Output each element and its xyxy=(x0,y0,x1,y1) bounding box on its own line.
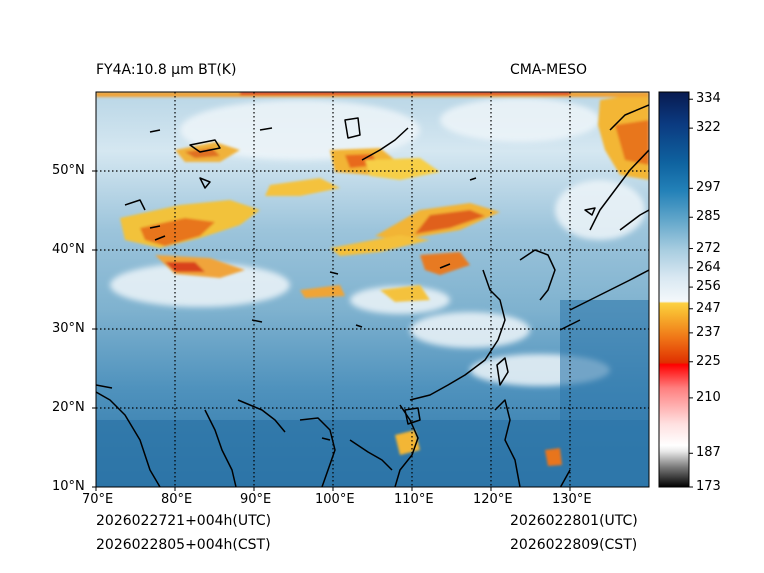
lat-tick-label: 50°N xyxy=(52,163,85,178)
colorbar-tick-label: 256 xyxy=(696,279,721,295)
init-time-utc: 2026022721+004h(UTC) xyxy=(96,513,272,529)
valid-time-cst: 2026022809(CST) xyxy=(510,537,638,553)
colorbar-tick-label: 297 xyxy=(696,180,721,196)
lon-tick-label: 120°E xyxy=(473,492,513,507)
lat-tick-label: 20°N xyxy=(52,400,85,415)
lat-tick-label: 10°N xyxy=(52,479,85,494)
colorbar-tick-label: 225 xyxy=(696,353,721,369)
colorbar-tick-label: 322 xyxy=(696,120,721,136)
colorbar-tick-label: 247 xyxy=(696,300,721,316)
lon-tick-label: 130°E xyxy=(552,492,592,507)
lon-tick-label: 100°E xyxy=(315,492,355,507)
graticule xyxy=(96,92,649,487)
model-name: CMA-MESO xyxy=(510,62,588,78)
colorbar-tick-label: 237 xyxy=(696,324,721,340)
lon-tick-label: 90°E xyxy=(240,492,272,507)
colorbar-tick-label: 187 xyxy=(696,445,721,461)
lon-tick-label: 70°E xyxy=(82,492,114,507)
colorbar-tick-label: 173 xyxy=(696,479,721,494)
colorbar-tick-label: 334 xyxy=(696,91,721,107)
lat-tick-label: 40°N xyxy=(52,242,85,257)
map-frame xyxy=(95,91,650,488)
satellite-image xyxy=(96,92,649,487)
colorbar-tick-label: 272 xyxy=(696,240,721,256)
lon-tick-label: 80°E xyxy=(161,492,193,507)
lon-tick-label: 110°E xyxy=(394,492,434,507)
axis-ticks xyxy=(92,170,571,491)
colorbar xyxy=(659,92,689,487)
init-time-cst: 2026022805+004h(CST) xyxy=(96,537,271,553)
colorbar-tick-label: 285 xyxy=(696,209,721,225)
product-title: FY4A:10.8 µm BT(K) xyxy=(96,62,237,78)
colorbar-ticks xyxy=(689,98,693,488)
colorbar-tick-label: 210 xyxy=(696,389,721,405)
lat-tick-label: 30°N xyxy=(52,321,85,336)
colorbar-frame xyxy=(658,91,690,488)
valid-time-utc: 2026022801(UTC) xyxy=(510,513,638,529)
coastlines xyxy=(96,104,649,487)
colorbar-tick-label: 264 xyxy=(696,259,721,275)
